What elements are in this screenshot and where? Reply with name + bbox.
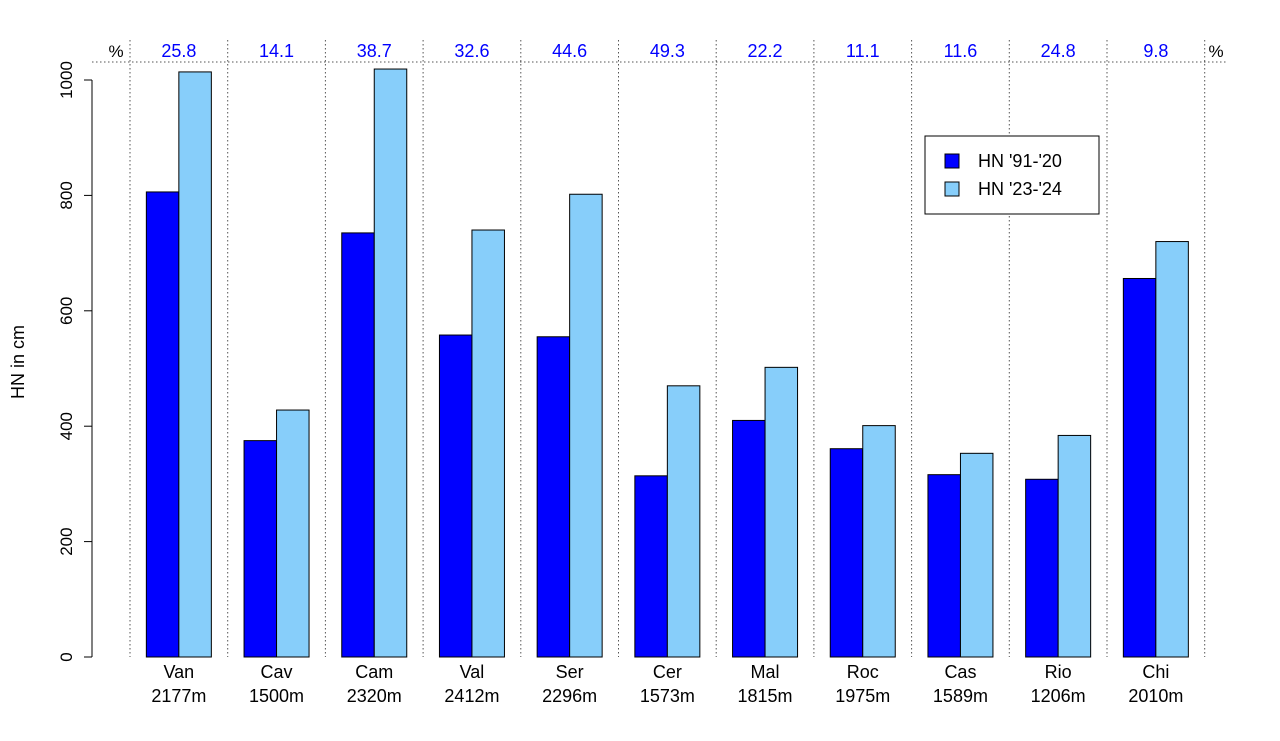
bar-cav-series-2 bbox=[276, 409, 310, 658]
x-label-elevation: 2010m bbox=[1128, 686, 1183, 706]
bar-cam-series-2 bbox=[373, 68, 408, 658]
group-separators bbox=[92, 40, 1228, 657]
x-label-station: Chi bbox=[1142, 662, 1169, 682]
percent-change-label: 11.6 bbox=[944, 41, 978, 61]
x-label-elevation: 2412m bbox=[444, 686, 499, 706]
bar-van-series-2 bbox=[178, 71, 212, 658]
x-label-station: Ser bbox=[556, 662, 584, 682]
x-label-elevation: 2177m bbox=[151, 686, 206, 706]
bar-roc-series-2 bbox=[862, 425, 896, 658]
x-label-elevation: 1589m bbox=[933, 686, 988, 706]
percent-change-label: 32.6 bbox=[454, 41, 489, 61]
percent-change-label: 44.6 bbox=[552, 41, 587, 61]
y-tick-label: 600 bbox=[57, 297, 76, 325]
bar-chi-series-2 bbox=[1155, 241, 1189, 658]
bar-val-series-1 bbox=[438, 334, 473, 658]
y-tick-label: 800 bbox=[57, 181, 76, 209]
legend-swatch-2 bbox=[944, 181, 960, 197]
bar-cas-series-2 bbox=[959, 452, 994, 658]
percent-change-label: 14.1 bbox=[259, 41, 294, 61]
bar-roc-series-1 bbox=[829, 448, 864, 658]
y-tick-label: 400 bbox=[57, 412, 76, 440]
bar-mal-series-2 bbox=[764, 366, 799, 658]
bar-cav-series-1 bbox=[243, 440, 278, 658]
percent-change-label: 11.1 bbox=[846, 41, 880, 61]
legend-swatch-1 bbox=[944, 153, 960, 169]
percent-change-label: 9.8 bbox=[1143, 41, 1168, 61]
y-tick-label: 200 bbox=[57, 527, 76, 555]
y-axis: 0 200 400 600 800 1000 bbox=[57, 61, 93, 662]
x-label-station: Mal bbox=[751, 662, 780, 682]
bar-rio-series-2 bbox=[1057, 434, 1092, 658]
x-label-station: Cas bbox=[944, 662, 976, 682]
legend-label-1: HN '91-'20 bbox=[978, 151, 1062, 171]
x-label-station: Rio bbox=[1045, 662, 1072, 682]
bar-cas-series-1 bbox=[927, 474, 961, 658]
x-label-elevation: 1206m bbox=[1031, 686, 1086, 706]
bar-chi-series-1 bbox=[1122, 277, 1157, 658]
x-label-station: Cer bbox=[653, 662, 682, 682]
percent-change-label: 22.2 bbox=[748, 41, 783, 61]
percent-change-label: 24.8 bbox=[1041, 41, 1076, 61]
x-label-elevation: 1975m bbox=[835, 686, 890, 706]
legend: HN '91-'20 HN '23-'24 bbox=[924, 135, 1100, 215]
x-label-elevation: 1815m bbox=[738, 686, 793, 706]
bar-cer-series-2 bbox=[666, 385, 701, 658]
y-tick-label: 1000 bbox=[57, 61, 76, 99]
percent-change-label: 25.8 bbox=[161, 41, 196, 61]
percent-labels: % % 25.8 14.1 38.7 32.6 44.6 49.3 22.2 11.1 11.6 24… bbox=[108, 41, 1223, 61]
x-label-station: Val bbox=[460, 662, 485, 682]
x-label-station: Van bbox=[163, 662, 194, 682]
percent-unit-left: % bbox=[108, 42, 123, 61]
x-label-elevation: 2320m bbox=[347, 686, 402, 706]
x-label-elevation: 1573m bbox=[640, 686, 695, 706]
percent-change-label: 49.3 bbox=[650, 41, 685, 61]
x-label-station: Cam bbox=[355, 662, 393, 682]
bar-val-series-2 bbox=[471, 229, 505, 658]
x-axis-labels: Van 2177m Cav 1500m Cam 2320m Val 2412m Ser 2296m… bbox=[151, 662, 1183, 706]
legend-box bbox=[924, 135, 1100, 215]
legend-label-2: HN '23-'24 bbox=[978, 179, 1062, 199]
bars bbox=[145, 68, 1189, 658]
bar-mal-series-1 bbox=[732, 419, 766, 658]
percent-unit-right: % bbox=[1208, 42, 1223, 61]
percent-change-label: 38.7 bbox=[357, 41, 392, 61]
bar-ser-series-1 bbox=[536, 336, 571, 658]
y-tick-label: 0 bbox=[57, 652, 76, 661]
bar-rio-series-1 bbox=[1025, 478, 1059, 658]
bar-cer-series-1 bbox=[634, 475, 668, 658]
bar-ser-series-2 bbox=[569, 193, 603, 658]
bar-van-series-1 bbox=[145, 191, 180, 658]
x-label-station: Cav bbox=[261, 662, 293, 682]
x-label-elevation: 1500m bbox=[249, 686, 304, 706]
x-label-elevation: 2296m bbox=[542, 686, 597, 706]
x-label-station: Roc bbox=[847, 662, 879, 682]
y-axis-title: HN in cm bbox=[8, 325, 28, 399]
bar-cam-series-1 bbox=[341, 232, 375, 658]
